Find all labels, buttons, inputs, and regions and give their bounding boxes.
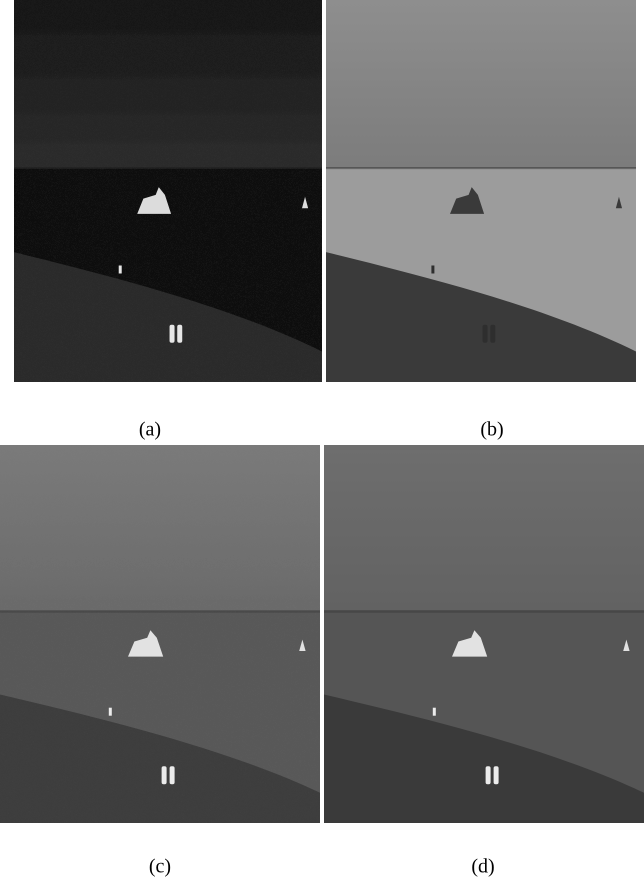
person	[170, 766, 175, 784]
figure-small	[433, 708, 436, 716]
page: (a) (b) (c) (d) (() => { const data = JS…	[0, 0, 644, 888]
sky	[14, 0, 322, 168]
caption: (b)	[480, 419, 503, 441]
figure-small	[431, 265, 434, 273]
person	[490, 325, 495, 343]
person	[170, 325, 175, 343]
caption: (c)	[149, 856, 171, 878]
figure-small	[109, 708, 112, 716]
sky	[324, 445, 644, 611]
image-panel	[324, 445, 644, 823]
image-content	[324, 445, 644, 823]
sky	[326, 0, 636, 168]
person	[162, 766, 167, 784]
image-panel	[326, 0, 636, 382]
image-panel	[0, 445, 320, 823]
sky	[0, 445, 320, 611]
caption: (a)	[139, 419, 161, 441]
image-panel	[14, 0, 322, 382]
figure: (a) (b) (c) (d)	[0, 0, 644, 888]
image-content	[14, 0, 322, 382]
image-content	[0, 445, 320, 823]
person	[486, 766, 491, 784]
person	[483, 325, 488, 343]
person	[494, 766, 499, 784]
person	[177, 325, 182, 343]
figure-small	[119, 265, 122, 273]
image-content	[326, 0, 636, 382]
caption: (d)	[471, 856, 494, 878]
